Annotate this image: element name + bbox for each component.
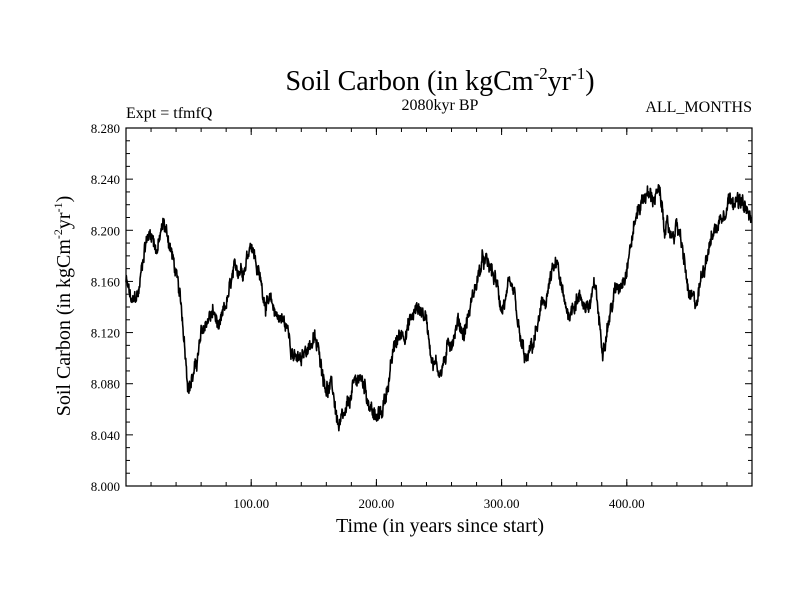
y-tick-label: 8.160 xyxy=(91,274,120,289)
y-tick-label: 8.120 xyxy=(91,326,120,341)
months-label: ALL_MONTHS xyxy=(645,99,752,116)
period-label: 2080kyr BP xyxy=(402,97,479,114)
y-tick-label: 8.080 xyxy=(91,377,120,392)
x-axis-ticks: 100.00 200.00 300.00 400.00 xyxy=(150,128,728,511)
experiment-label: Expt = tfmfQ xyxy=(126,105,213,122)
y-tick-label: 8.000 xyxy=(91,479,120,494)
plot-frame xyxy=(125,127,753,487)
y-axis-ticks: 8.000 8.040 8.080 8.120 8.160 8.200 8.240 8.280 xyxy=(91,121,752,494)
y-tick-label: 8.280 xyxy=(91,121,120,136)
x-axis-label: Time (in years since start) xyxy=(336,515,544,537)
y-tick-label: 8.200 xyxy=(91,223,120,238)
x-tick-label: 400.00 xyxy=(609,496,645,511)
y-tick-label: 8.240 xyxy=(91,172,120,187)
x-tick-label: 100.00 xyxy=(233,496,269,511)
y-axis-label: Soil Carbon (in kgCm-2yr-1) xyxy=(51,196,75,417)
series-layer xyxy=(125,184,753,432)
chart-title: Soil Carbon (in kgCm-2yr-1) xyxy=(285,64,594,97)
y-tick-label: 8.040 xyxy=(91,428,120,443)
x-tick-label: 300.00 xyxy=(484,496,520,511)
x-tick-label: 200.00 xyxy=(359,496,395,511)
series-line-soil-carbon xyxy=(125,184,753,432)
